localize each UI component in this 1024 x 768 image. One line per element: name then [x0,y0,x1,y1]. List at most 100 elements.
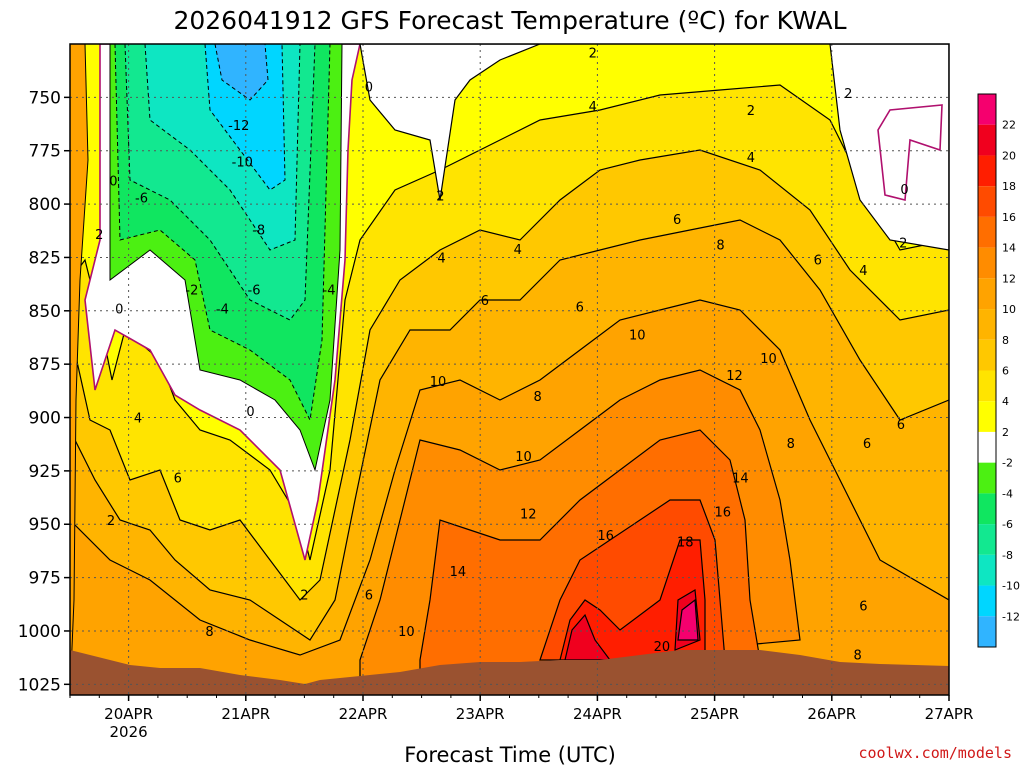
contour-labels: 0 -6 2 -2 0 -12 -10 -8 -6 -4 -4 0 4 6 2 8 2 6 10 0 2 4 4 6 6 8 10 1… [95,47,908,664]
band-22c [677,598,699,641]
contour-label: 14 [732,471,749,486]
temperature-bands [70,84,949,695]
colorbar-label: 6 [1002,365,1009,378]
x-tick-label: 26APR [807,705,856,723]
y-tick-label: 900 [29,409,61,429]
colorbar-label: -12 [1002,610,1020,623]
colorbar-swatch [978,554,996,586]
contour-label: 10 [515,450,532,465]
contour-label: 10 [430,375,447,390]
contour-label: 4 [589,100,597,115]
colorbar-swatch [978,370,996,402]
contour-label: 6 [859,599,867,614]
contour-label: 2 [747,104,755,119]
colorbar-swatch [978,278,996,310]
x-tick-label: 22APR [339,705,388,723]
contour-label: 4 [859,264,867,279]
contour-label: 6 [481,294,489,309]
x-tick-label: 20APR [104,705,153,723]
colorbar-label: 12 [1002,272,1016,285]
y-tick-label: 1000 [18,622,61,642]
contour-label: 4 [514,243,522,258]
x-tick-label: 25APR [690,705,739,723]
contour-label: 8 [787,437,795,452]
colorbar-frame [977,93,997,648]
x-tick-year-label: 2026 [110,723,148,741]
contour-label: 12 [726,369,743,384]
colorbar-swatch [978,216,996,248]
contour-label: 6 [863,437,871,452]
band-white-small [877,104,943,202]
colorbar-label: 18 [1002,180,1016,193]
y-tick-label: 800 [29,195,61,215]
contour-label: 8 [205,625,213,640]
colorbar-label: 4 [1002,395,1009,408]
y-tick-label: 925 [29,462,61,482]
colorbar: 22 20 18 16 14 12 10 8 6 4 2 -2 -4 -6 -8 -10 -12 [977,93,1020,648]
contour-label: 10 [760,352,777,367]
contour-label: 10 [629,328,646,343]
contour-label: 12 [520,508,537,523]
contour-label: 8 [853,648,861,663]
contour-label: 6 [365,589,373,604]
contour-label: 6 [576,301,584,316]
y-tick-label: 825 [29,248,61,268]
colorbar-swatch [978,524,996,555]
contour-label: 20 [654,640,671,655]
contour-label: 0 [109,175,117,190]
contour-label: -2 [185,283,198,298]
contour-label: 6 [897,418,905,433]
band-minus12 [214,44,269,101]
x-axis-title: Forecast Time (UTC) [404,743,616,767]
colorbar-label: 10 [1002,303,1016,316]
grid-lines [70,44,949,695]
contour-label: 16 [715,505,732,520]
contour-label: 0 [115,303,123,318]
colorbar-swatch [978,401,996,432]
credit-text: coolwx.com/models [858,744,1012,762]
contour-label: 14 [450,565,467,580]
contour-label: 4 [437,251,445,266]
y-tick-label: 975 [29,569,61,589]
contour-label: 4 [747,151,755,166]
colorbar-swatch [978,431,996,463]
y-tick-label: 950 [29,515,61,535]
plot-area: 0 -6 2 -2 0 -12 -10 -8 -6 -4 -4 0 4 6 2 8 2 6 10 0 2 4 4 6 6 8 10 1… [70,44,949,695]
colorbar-swatch [978,186,996,217]
contour-label: -4 [216,303,229,318]
colorbar-label: -8 [1002,549,1013,562]
colorbar-swatch [978,94,996,125]
contour-label: 6 [174,471,182,486]
colorbar-label: -6 [1002,518,1013,531]
colorbar-label: 20 [1002,149,1016,162]
band-white-top [359,44,541,201]
contour-label: 2 [300,589,308,604]
contour-label: -6 [135,192,148,207]
y-axis: 750 775 800 825 850 875 900 925 950 975 1000 1025 [18,88,70,695]
colorbar-swatch [978,309,996,340]
colorbar-label: 8 [1002,334,1009,347]
contour-label: 2 [107,514,115,529]
colorbar-swatch [978,155,996,187]
y-tick-label: 1025 [18,675,61,695]
chart-title: 2026041912 GFS Forecast Temperature (ºC)… [173,6,846,35]
y-tick-label: 775 [29,142,61,162]
contour-label: -6 [248,283,261,298]
x-tick-label: 27APR [925,705,974,723]
contour-label: 2 [844,87,852,102]
x-tick-label: 24APR [573,705,622,723]
contour-label: 8 [533,390,541,405]
contour-label: 4 [134,412,142,427]
contour-label: 6 [814,254,822,269]
contour-label: 6 [673,213,681,228]
contour-label: -8 [252,224,265,239]
y-tick-label: 850 [29,302,61,322]
contour-label: 16 [597,529,614,544]
contour-label: 8 [716,239,724,254]
contour-label: 18 [677,535,694,550]
colorbar-label: -10 [1002,580,1020,593]
contour-label: 2 [436,190,444,205]
contour-label: 0 [246,405,254,420]
contour-label: -12 [228,119,249,134]
